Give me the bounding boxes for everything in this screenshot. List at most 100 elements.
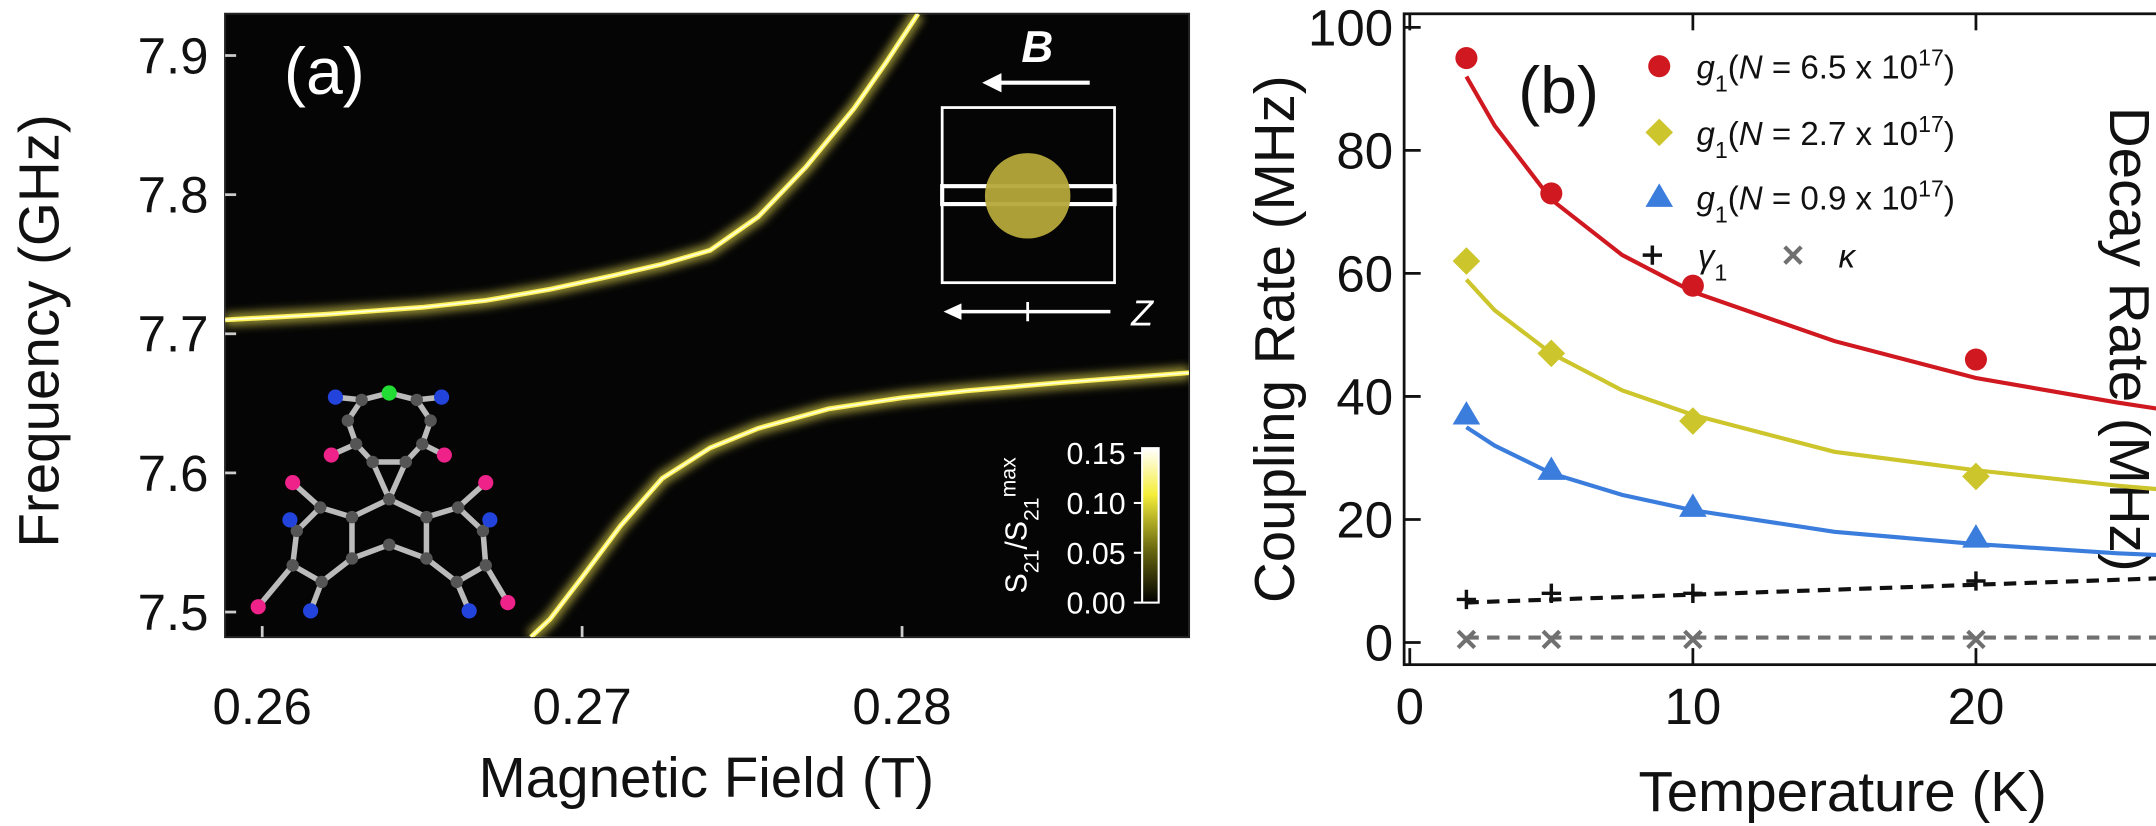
molecule-atom (424, 414, 437, 427)
molecule-atom (349, 437, 363, 451)
marker (1966, 629, 1986, 650)
marker (1452, 401, 1481, 425)
resonance-core (225, 13, 919, 321)
heatmap-background (224, 12, 1191, 639)
y-tick-label: 100 (1308, 0, 1393, 56)
legend-label: g1(N = 0.9 x 1017) (1696, 176, 1954, 228)
y-axis-title: Frequency (GHz) (7, 114, 70, 547)
resonance-core (530, 371, 1190, 638)
marker (1966, 571, 1986, 591)
molecule-atom (383, 538, 396, 551)
marker (1541, 629, 1562, 650)
inset-label: B (1021, 23, 1053, 72)
legend-marker (1783, 245, 1803, 265)
y2-axis-title: Decay Rate (MHz) (2098, 107, 2156, 572)
marker (1537, 339, 1566, 368)
molecule-atom (303, 603, 319, 619)
marker (1452, 247, 1481, 275)
legend-label: γ1 (1698, 239, 1727, 286)
label-part: ) (1944, 181, 1955, 218)
legend-label: g1(N = 2.7 x 1017) (1696, 111, 1954, 163)
fit-line (1464, 278, 2156, 492)
y-tick-label: 80 (1336, 122, 1393, 179)
molecule-bond (351, 542, 391, 562)
label-part: max (997, 457, 1020, 497)
y-tick-label: 60 (1336, 245, 1393, 302)
y-axis-title: Coupling Rate (MHz) (1243, 75, 1306, 603)
molecule-atom (476, 524, 490, 538)
legend-marker (1645, 183, 1674, 207)
molecule-atom (420, 510, 433, 524)
y-tick-label: 7.7 (138, 306, 209, 363)
molecule-bond (370, 460, 392, 501)
marker (1456, 589, 1477, 610)
x-axis-title: Magnetic Field (T) (479, 746, 934, 809)
label-part: ( (1728, 116, 1739, 153)
label-part: 21 (1020, 550, 1043, 574)
marker (1537, 456, 1566, 480)
inset-label: Z (1130, 293, 1154, 333)
marker (1964, 348, 1987, 371)
plot-frame (1402, 12, 2156, 667)
y-tick-label: 7.5 (138, 584, 209, 641)
molecule-atom (450, 575, 463, 589)
label-part: = 0.9 x 10 (1763, 181, 1918, 218)
molecule-atom (341, 414, 355, 427)
molecule-bond (424, 556, 459, 585)
marker (1683, 583, 1703, 603)
label-part: 1 (1714, 260, 1727, 286)
molecule-atom (451, 501, 465, 514)
label-part: g (1696, 116, 1715, 153)
panel-label: (b) (1518, 54, 1599, 128)
molecule-atom (345, 552, 359, 565)
marker (1541, 583, 1561, 603)
label-part: N (1739, 116, 1763, 153)
molecule-atom (399, 455, 412, 469)
molecule-atom (290, 524, 304, 538)
label-part: N (1739, 50, 1763, 87)
molecule-bond (388, 496, 428, 520)
y-tick-label: 40 (1336, 368, 1393, 425)
molecule-atom (282, 512, 298, 528)
legend-marker (1645, 118, 1674, 147)
x-tick-label: 20 (1948, 678, 2005, 735)
colorbar-tick-label: 0.15 (1067, 438, 1126, 471)
panel-label: (a) (284, 35, 365, 109)
label-part: 17 (1918, 111, 1944, 137)
molecule-atom (250, 599, 266, 615)
molecule-icon (250, 385, 516, 619)
y-tick-label: 7.6 (138, 445, 209, 502)
x-axis-title: Temperature (K) (1638, 760, 2046, 823)
molecule-atom (482, 512, 498, 528)
label-part: 1 (1715, 71, 1728, 97)
molecule-atom (323, 447, 339, 463)
x-tick-label: 0.28 (852, 678, 951, 735)
label-part: κ (1838, 239, 1856, 276)
molecule-atom (381, 385, 397, 401)
x-tick-label: 0 (1396, 678, 1424, 735)
label-part: ) (1944, 116, 1955, 153)
label-part: /S (1000, 521, 1033, 550)
molecule-atom (355, 393, 368, 407)
fit-line (1466, 576, 2156, 605)
x-tick-label: 0.27 (532, 678, 631, 735)
legend-label: κ (1838, 239, 1856, 276)
molecule-atom (383, 492, 396, 506)
marker (1962, 462, 1990, 491)
marker (1455, 47, 1478, 70)
molecule-atom (286, 559, 299, 572)
y-tick-label: 7.9 (138, 27, 209, 84)
marker (1962, 524, 1990, 548)
y-tick-label: 20 (1336, 491, 1393, 548)
x-tick-label: 0.26 (213, 678, 312, 735)
molecule-atom (345, 510, 359, 524)
molecule-bond (319, 556, 354, 585)
molecule-bond (386, 460, 409, 501)
molecule-bond (350, 496, 391, 520)
molecule-atom (461, 603, 477, 619)
label-part: g (1696, 50, 1715, 87)
label-part: 1 (1715, 202, 1728, 228)
molecule-atom (436, 447, 452, 463)
legend-marker (1648, 55, 1671, 78)
